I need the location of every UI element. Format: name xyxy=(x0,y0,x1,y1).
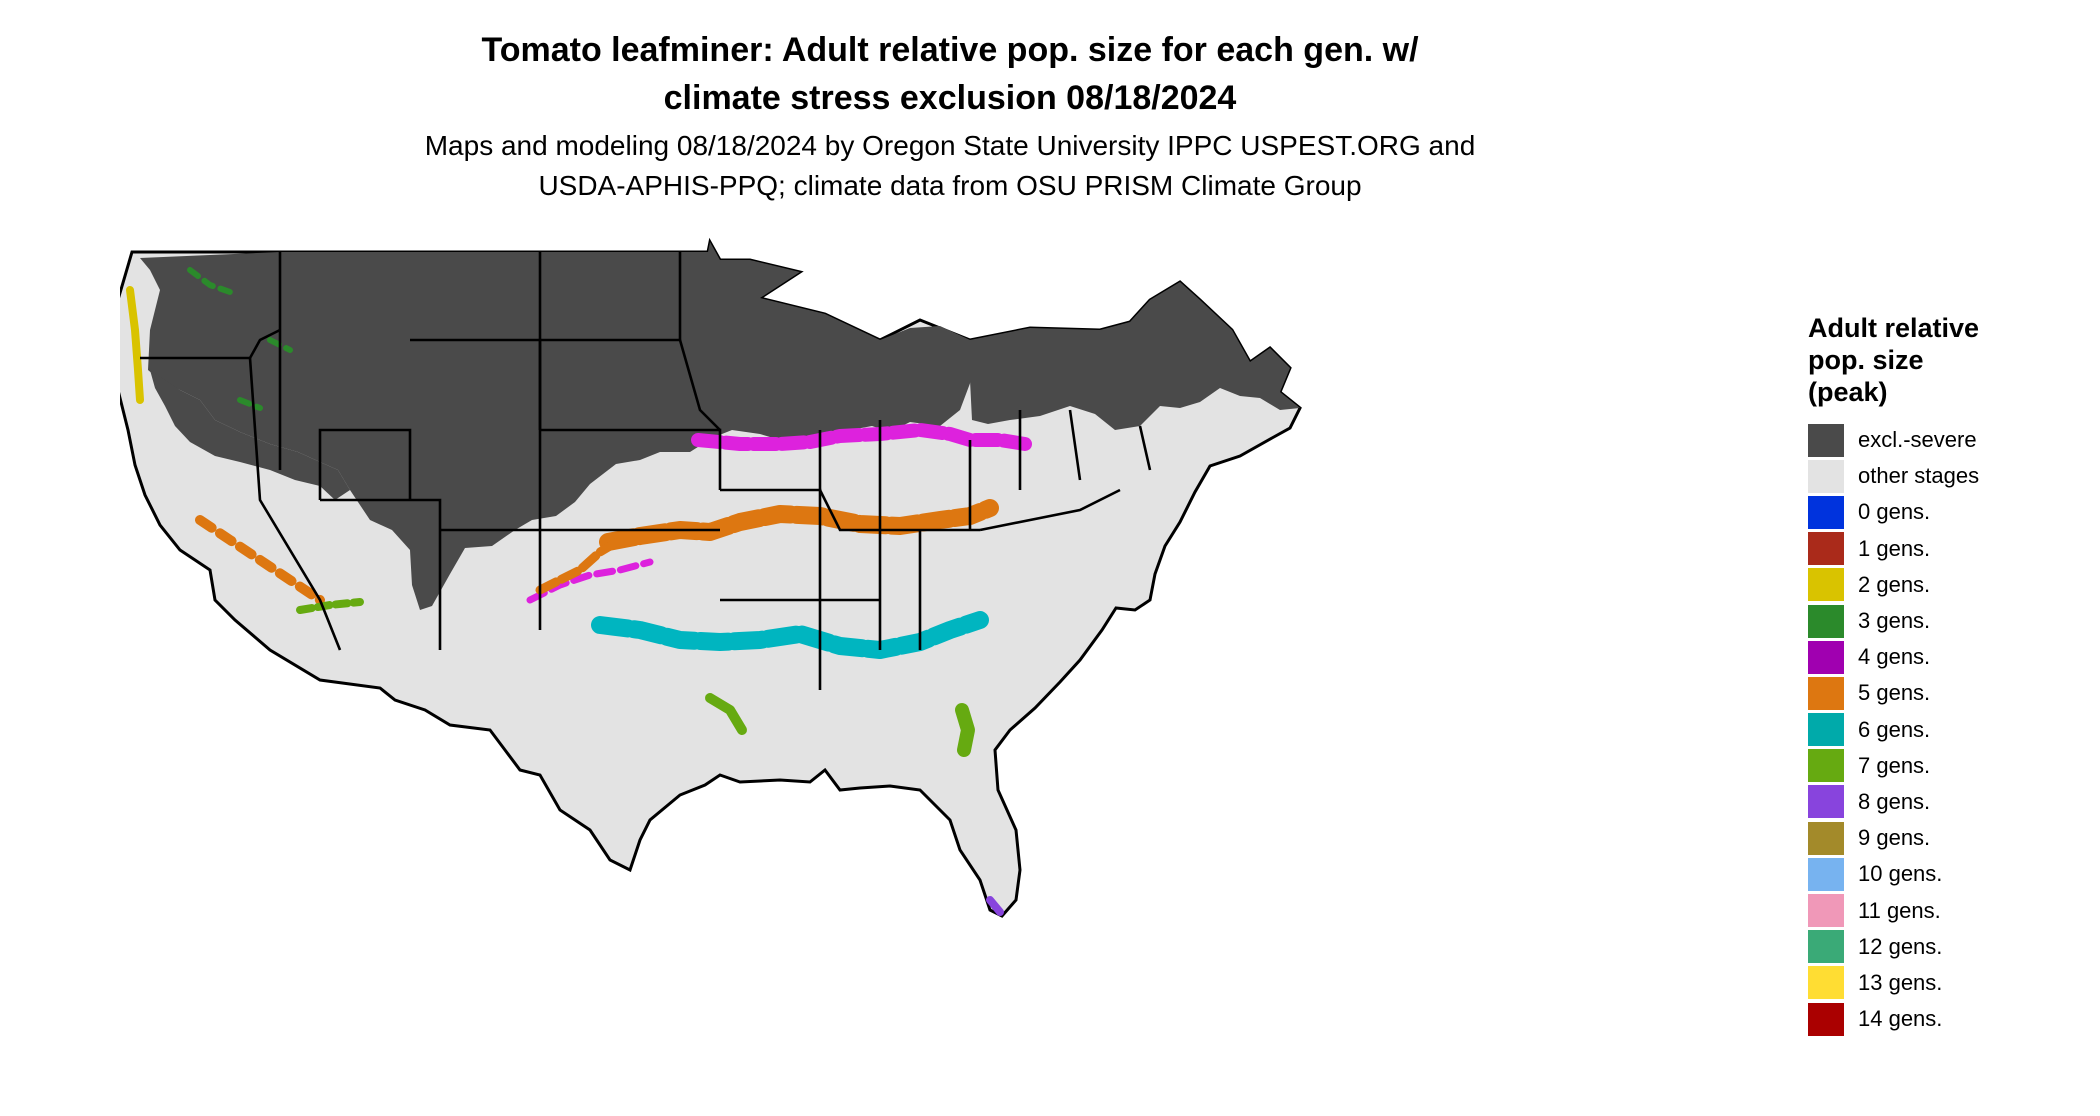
legend-item: 9 gens. xyxy=(1808,820,2028,856)
legend-label: excl.-severe xyxy=(1858,427,1977,453)
legend-label: 7 gens. xyxy=(1858,752,1931,778)
legend-swatch xyxy=(1808,568,1844,602)
legend-item: 13 gens. xyxy=(1808,965,2028,1001)
legend-label: 11 gens. xyxy=(1858,897,1941,923)
excluded-region-northeast xyxy=(970,282,1300,430)
legend-swatch xyxy=(1808,1002,1844,1036)
legend-label: 13 gens. xyxy=(1858,969,1943,995)
legend-label: 0 gens. xyxy=(1858,499,1931,525)
map-legend: Adult relative pop. size (peak) excl.-se… xyxy=(1808,312,2028,1037)
legend-title-line-2: pop. size xyxy=(1808,345,1924,375)
legend-item: 4 gens. xyxy=(1808,639,2028,675)
legend-item: 10 gens. xyxy=(1808,856,2028,892)
band-7-gens-tx xyxy=(705,693,747,735)
legend-label: 5 gens. xyxy=(1858,680,1931,706)
legend-item: 6 gens. xyxy=(1808,712,2028,748)
legend-swatch xyxy=(1808,821,1844,855)
legend-swatch xyxy=(1808,749,1844,783)
excluded-region-north xyxy=(140,242,972,610)
legend-item: 14 gens. xyxy=(1808,1001,2028,1037)
legend-swatch xyxy=(1808,785,1844,819)
us-map xyxy=(120,237,1302,918)
legend-item: 11 gens. xyxy=(1808,892,2028,928)
legend-swatch xyxy=(1808,676,1844,710)
legend-swatch xyxy=(1808,495,1844,529)
legend-title: Adult relative pop. size (peak) xyxy=(1808,312,2028,408)
legend-label: 14 gens. xyxy=(1858,1006,1943,1032)
band-7-gens-az xyxy=(296,598,364,614)
band-8-gens-tip xyxy=(986,896,1004,916)
band-5-gens-tx xyxy=(535,535,625,595)
legend-swatch xyxy=(1808,930,1844,964)
legend-item: excl.-severe xyxy=(1808,422,2028,458)
legend-swatch xyxy=(1808,604,1844,638)
map-subtitle: Maps and modeling 08/18/2024 by Oregon S… xyxy=(0,126,1900,206)
legend-title-line-3: (peak) xyxy=(1808,377,1888,407)
legend-label: 6 gens. xyxy=(1858,716,1931,742)
legend-item: 2 gens. xyxy=(1808,567,2028,603)
legend-swatch xyxy=(1808,857,1844,891)
legend-label: 8 gens. xyxy=(1858,788,1931,814)
title-line-2: climate stress exclusion 08/18/2024 xyxy=(663,79,1237,117)
legend-swatch xyxy=(1808,459,1844,493)
state-borders xyxy=(140,252,1152,690)
legend-label: 9 gens. xyxy=(1858,825,1931,851)
legend-swatch xyxy=(1808,640,1844,674)
legend-item: 0 gens. xyxy=(1808,494,2028,530)
legend-swatch xyxy=(1808,966,1844,1000)
legend-item: 8 gens. xyxy=(1808,784,2028,820)
legend-item: 5 gens. xyxy=(1808,675,2028,711)
band-2-gens-coast xyxy=(126,286,144,404)
map-title: Tomato leafminer: Adult relative pop. si… xyxy=(0,26,1900,122)
band-7-gens-fl xyxy=(955,703,975,757)
legend-label: 3 gens. xyxy=(1858,608,1931,634)
subtitle-line-2: USDA-APHIS-PPQ; climate data from OSU PR… xyxy=(538,170,1362,201)
legend-item: other stages xyxy=(1808,458,2028,494)
legend-item: 1 gens. xyxy=(1808,531,2028,567)
legend-title-line-1: Adult relative xyxy=(1808,313,1980,343)
legend-label: 10 gens. xyxy=(1858,861,1943,887)
legend-label: 2 gens. xyxy=(1858,571,1931,597)
legend-swatch xyxy=(1808,423,1844,457)
legend-item: 3 gens. xyxy=(1808,603,2028,639)
title-line-1: Tomato leafminer: Adult relative pop. si… xyxy=(481,31,1419,69)
legend-items: excl.-severe other stages 0 gens. 1 gens. 2 … xyxy=(1808,422,2028,1037)
band-6-gens xyxy=(591,611,989,659)
legend-item: 7 gens. xyxy=(1808,748,2028,784)
legend-label: 1 gens. xyxy=(1858,535,1931,561)
legend-swatch xyxy=(1808,713,1844,747)
legend-label: 4 gens. xyxy=(1858,644,1931,670)
excluded-region-west xyxy=(150,370,350,500)
subtitle-line-1: Maps and modeling 08/18/2024 by Oregon S… xyxy=(424,130,1476,161)
band-5-gens-west xyxy=(195,515,325,605)
legend-item: 12 gens. xyxy=(1808,929,2028,965)
legend-swatch xyxy=(1808,532,1844,566)
legend-label: 12 gens. xyxy=(1858,933,1943,959)
legend-swatch xyxy=(1808,894,1844,928)
legend-label: other stages xyxy=(1858,463,1980,489)
